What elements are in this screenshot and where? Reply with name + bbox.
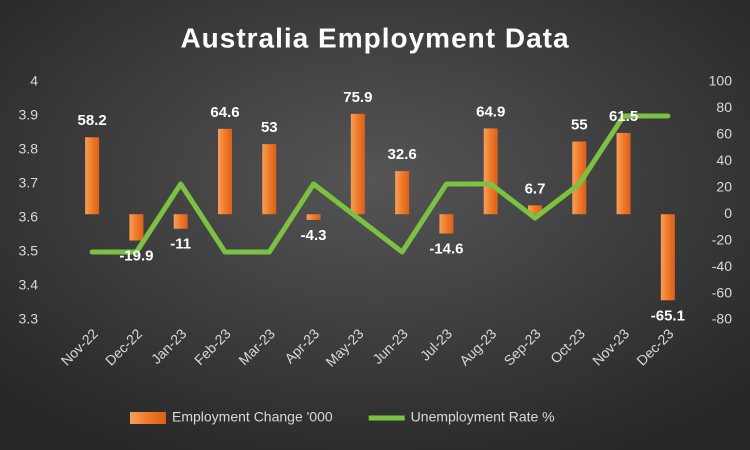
bar [483, 128, 498, 215]
bar [660, 214, 675, 301]
y2-tick-label: 20 [716, 178, 732, 194]
data-label: -4.3 [301, 227, 327, 244]
data-label: 58.2 [78, 112, 107, 129]
legend-swatch [130, 412, 166, 424]
y2-tick-label: -60 [712, 284, 732, 300]
y-tick-label: 3.5 [19, 243, 39, 259]
data-label: 75.9 [343, 89, 372, 106]
y-tick-label: 3.4 [19, 277, 39, 293]
data-label: -14.6 [429, 240, 463, 257]
bar [173, 214, 188, 229]
data-label: 53 [261, 119, 278, 136]
y-tick-label: 3.7 [19, 175, 39, 191]
data-label: 64.6 [210, 104, 239, 121]
y2-tick-label: -80 [712, 311, 732, 327]
bar [616, 132, 631, 215]
data-label: 64.9 [476, 103, 505, 120]
data-label: 32.6 [388, 146, 417, 163]
y-tick-label: 3.3 [19, 311, 39, 327]
y-tick-label: 3.6 [19, 209, 39, 225]
y2-tick-label: 80 [716, 99, 732, 115]
y-tick-label: 4 [30, 73, 38, 89]
data-label: -19.9 [119, 248, 153, 265]
line [89, 113, 671, 255]
y2-tick-label: -20 [712, 231, 732, 247]
y2-tick-label: 40 [716, 152, 732, 168]
data-label: -65.1 [651, 307, 685, 324]
bar [350, 113, 365, 215]
y2-tick-label: 0 [724, 205, 732, 221]
chart-title: Australia Employment Data [180, 22, 569, 53]
bar [439, 214, 454, 234]
bar [262, 144, 277, 215]
bar [85, 137, 100, 215]
bar [395, 171, 410, 215]
data-label: -11 [170, 236, 191, 253]
data-label: 6.7 [525, 180, 546, 197]
y2-tick-label: 100 [709, 73, 733, 89]
legend-label: Unemployment Rate % [411, 409, 555, 425]
data-label: 55 [571, 116, 588, 133]
bar [306, 214, 321, 220]
bar [129, 214, 144, 241]
bar [528, 205, 542, 215]
y-tick-label: 3.8 [19, 141, 39, 157]
bar [572, 141, 587, 215]
data-label: 61.5 [609, 108, 638, 125]
y-tick-label: 3.9 [19, 107, 39, 123]
legend-label: Employment Change '000 [172, 409, 333, 425]
bar [218, 128, 232, 215]
y2-tick-label: 60 [716, 126, 732, 142]
y2-tick-label: -40 [712, 258, 732, 274]
